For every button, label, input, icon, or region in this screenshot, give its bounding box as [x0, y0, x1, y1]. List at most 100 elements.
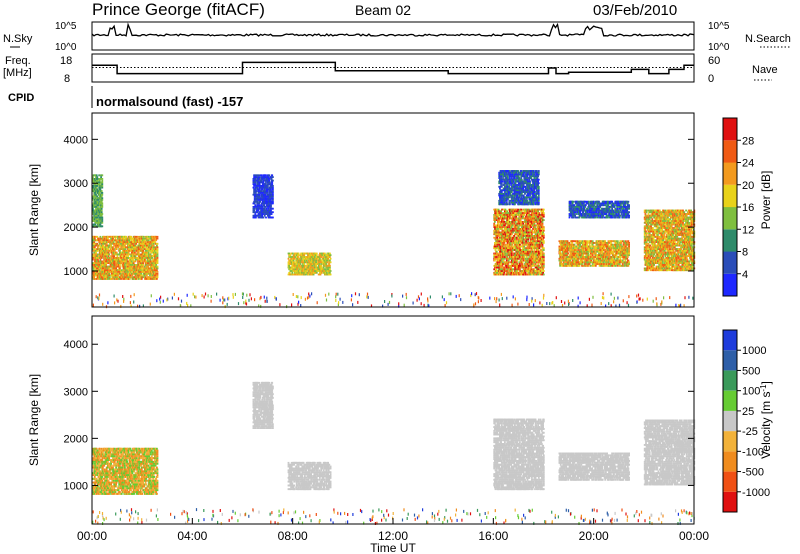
heatmap-cell [270, 213, 273, 215]
heatmap-cell [260, 181, 262, 184]
heatmap-cell [495, 268, 497, 271]
heatmap-cell [517, 208, 519, 211]
heatmap-cell [257, 197, 260, 200]
heatmap-cell [145, 267, 148, 270]
heatmap-cell [272, 176, 274, 178]
heatmap-cell [140, 274, 143, 277]
heatmap-cell [264, 193, 267, 196]
heatmap-cell [144, 274, 146, 277]
heatmap-cell [95, 206, 97, 208]
heatmap-cell [494, 221, 496, 223]
heatmap-cell [137, 244, 140, 247]
heatmap-cell [298, 264, 301, 267]
heatmap-cell [143, 239, 146, 242]
heatmap-cell [130, 271, 133, 273]
heatmap-cell [290, 270, 292, 272]
heatmap-cell [309, 261, 311, 264]
heatmap-cell [136, 241, 139, 243]
heatmap-cell [512, 247, 515, 250]
heatmap-cell [122, 260, 125, 263]
heatmap-cell [323, 268, 326, 271]
heatmap-cell [154, 274, 157, 277]
heatmap-cell [113, 258, 116, 261]
heatmap-cell [302, 263, 304, 265]
freq-label-line1: Freq. [5, 55, 31, 67]
heatmap-cell [267, 183, 269, 185]
heatmap-cell [270, 207, 272, 210]
heatmap-cell [134, 258, 137, 261]
heatmap-cell [156, 267, 159, 270]
cpid-label: CPID [8, 92, 34, 104]
heatmap-cell [262, 192, 265, 194]
heatmap-cell [502, 259, 505, 262]
heatmap-cell [525, 256, 528, 258]
heatmap-cell [497, 245, 500, 248]
heatmap-cell [107, 278, 109, 280]
heatmap-cell [329, 254, 332, 257]
heatmap-cell [314, 271, 317, 274]
heatmap-cell [295, 252, 297, 255]
heatmap-cell [499, 245, 502, 248]
heatmap-cell [297, 256, 299, 258]
heatmap-cell [123, 241, 126, 243]
heatmap-cell [507, 233, 509, 236]
heatmap-cell [263, 207, 266, 210]
heatmap-cell [495, 224, 497, 227]
heatmap-cell [130, 260, 133, 263]
heatmap-cell [500, 257, 502, 260]
heatmap-cell [97, 258, 99, 261]
heatmap-cell [270, 199, 272, 201]
heatmap-cell [508, 245, 511, 248]
heatmap-cell [258, 176, 260, 178]
heatmap-cell [525, 228, 528, 230]
heatmap-cell [119, 272, 122, 275]
heatmap-cell [496, 259, 499, 262]
heatmap-cell [272, 193, 274, 196]
heatmap-cell [261, 178, 264, 180]
heatmap-cell [290, 263, 292, 265]
heatmap-cell [142, 271, 144, 273]
heatmap-cell [510, 266, 513, 269]
heatmap-cell [135, 258, 138, 261]
heatmap-cell [102, 239, 105, 242]
heatmap-cell [101, 225, 104, 228]
heatmap-cell [258, 195, 261, 198]
heatmap-cell [98, 255, 101, 257]
heatmap-cell [494, 226, 496, 228]
heatmap-cell [302, 257, 305, 260]
heatmap-cell [265, 195, 267, 198]
heatmap-cell [327, 270, 329, 272]
heatmap-cell [136, 267, 139, 270]
heatmap-cell [148, 244, 151, 247]
heatmap-cell [522, 229, 525, 232]
heatmap-cell [499, 249, 501, 251]
heatmap-cell [502, 243, 505, 246]
heatmap-cell [117, 278, 119, 280]
heatmap-cell [272, 202, 274, 205]
heatmap-cell [119, 265, 121, 268]
heatmap-cell [307, 264, 309, 267]
heatmap-cell [130, 262, 133, 264]
heatmap-cell [272, 188, 274, 191]
heatmap-cell [119, 255, 122, 257]
heatmap-cell [268, 195, 271, 198]
heatmap-cell [263, 178, 265, 180]
heatmap-cell [494, 252, 496, 255]
heatmap-cell [127, 262, 129, 264]
heatmap-cell [254, 195, 257, 198]
heatmap-cell [94, 223, 97, 226]
heatmap-cell [258, 214, 261, 217]
heatmap-cell [313, 263, 316, 265]
heatmap-cell [133, 267, 136, 270]
heatmap-cell [265, 179, 267, 182]
heatmap-cell [259, 199, 262, 201]
heatmap-cell [537, 273, 539, 276]
heatmap-cell [254, 204, 257, 207]
heatmap-cell [98, 181, 101, 184]
heatmap-cell [119, 249, 121, 252]
heatmap-cell [261, 199, 264, 201]
heatmap-cell [98, 216, 101, 219]
heatmap-cell [540, 210, 543, 213]
heatmap-cell [541, 245, 544, 248]
heatmap-cell [497, 264, 500, 267]
